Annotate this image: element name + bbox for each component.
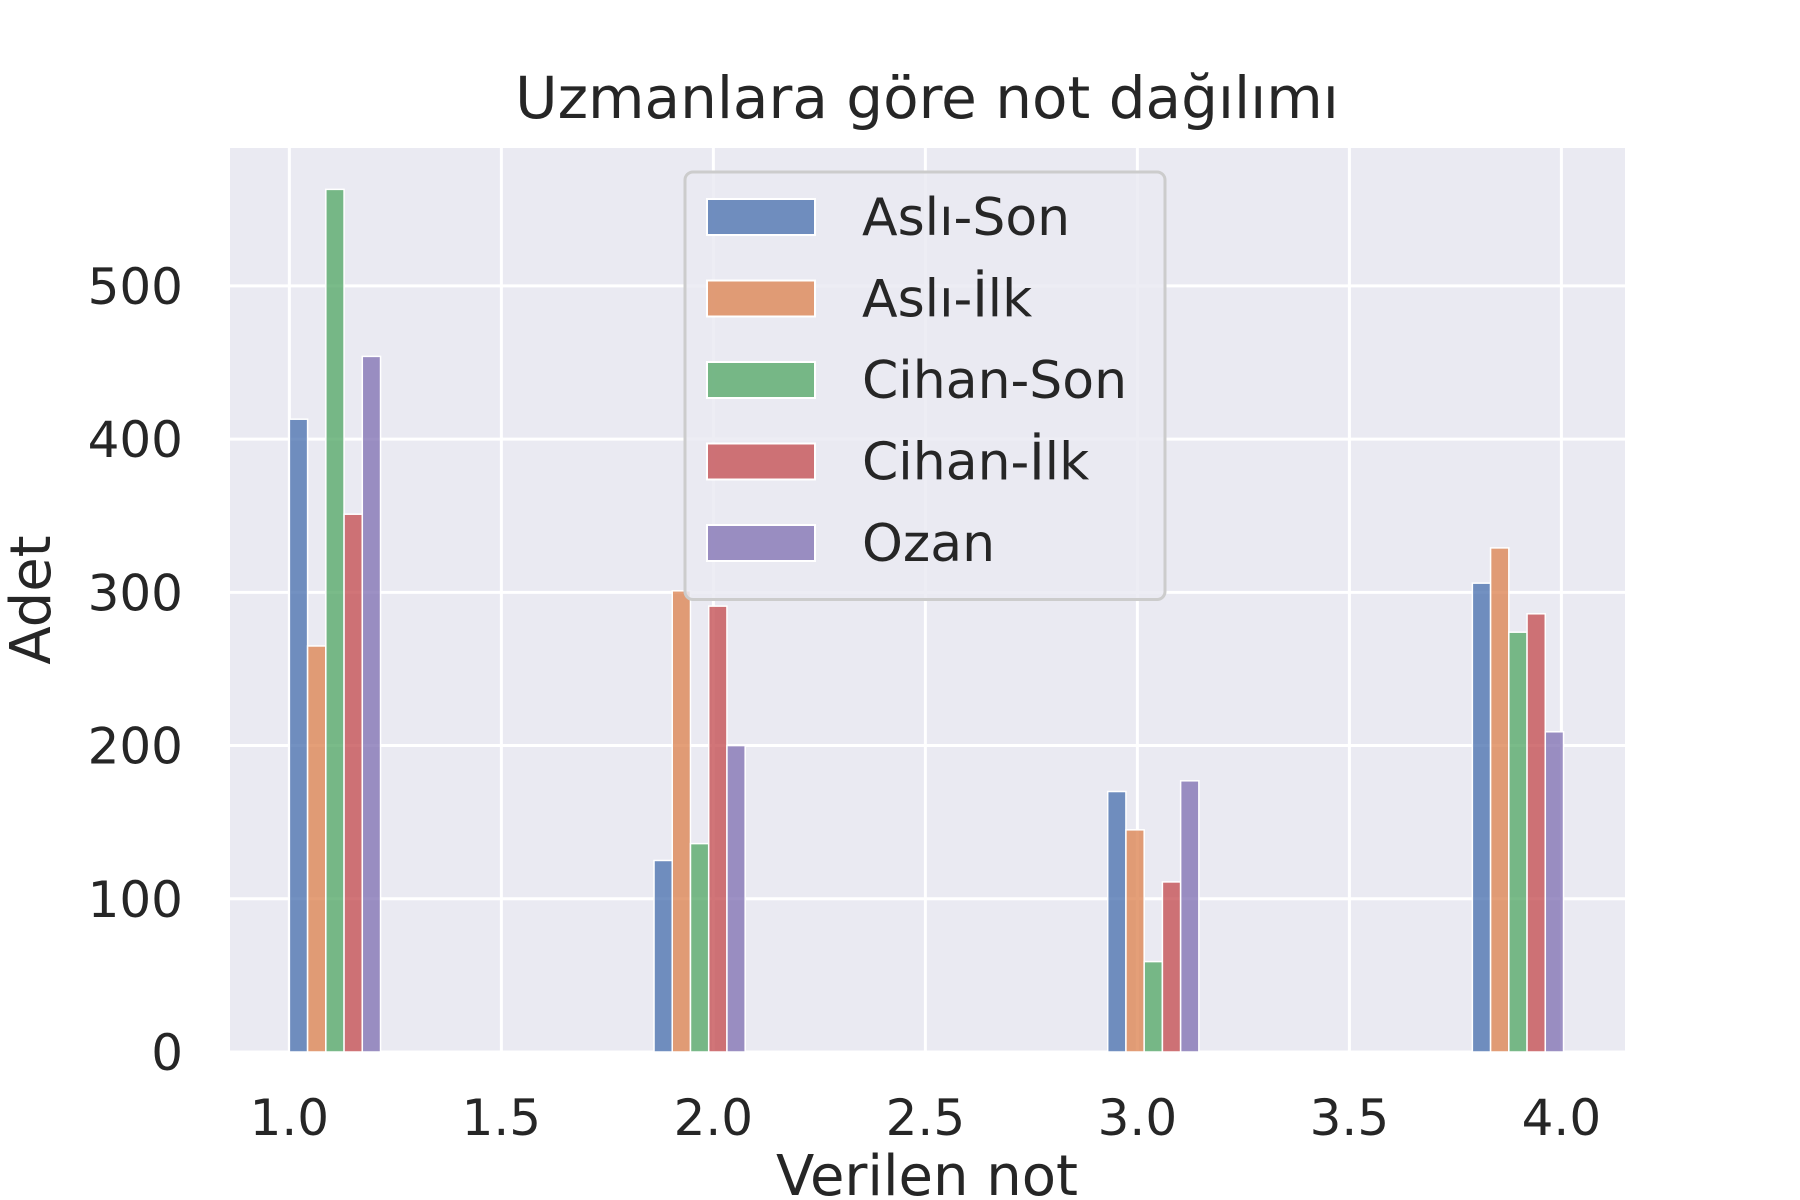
bar-aslı-son-2	[653, 859, 673, 1053]
bar-aslı-son-1	[288, 418, 309, 1053]
legend-swatch	[706, 524, 816, 562]
legend-swatch	[706, 442, 816, 481]
y-tick-labels: 0 100 200 300 400 500	[88, 258, 183, 1082]
bar-aslı-son-3	[1106, 790, 1127, 1053]
y-axis-label: Adet	[0, 535, 64, 664]
legend-label: Aslı-İlk	[862, 269, 1032, 330]
legend-frame	[683, 170, 1167, 601]
y-tick-label: 300	[88, 564, 183, 622]
y-tick-label: 400	[88, 411, 183, 469]
bar-cihan-i-lk-2	[707, 605, 728, 1053]
bar-ozan-3	[1179, 780, 1200, 1053]
y-tick-label: 500	[88, 258, 183, 316]
bars	[288, 188, 1565, 1053]
bar-ozan-4	[1544, 731, 1565, 1053]
bar-aslı-i-lk-3	[1125, 829, 1145, 1053]
x-tick-label: 3.5	[1310, 1089, 1390, 1147]
x-tick-label: 3.0	[1098, 1089, 1178, 1147]
legend: Aslı-Son Aslı-İlk Cihan-Son Cihan-İlk Ozan	[683, 170, 1167, 601]
x-tick-label: 4.0	[1522, 1089, 1602, 1147]
bar-ozan-1	[361, 355, 382, 1053]
bar-cihan-son-2	[689, 842, 710, 1053]
bar-aslı-i-lk-2	[671, 590, 692, 1053]
legend-swatch	[706, 198, 816, 236]
x-tick-labels: 1.0 1.5 2.0 2.5 3.0 3.5 4.0	[250, 1089, 1602, 1147]
legend-swatch	[706, 361, 816, 399]
legend-swatch	[706, 279, 816, 318]
x-tick-label: 2.5	[886, 1089, 966, 1147]
chart-title: Uzmanlara göre not dağılımı	[515, 64, 1339, 132]
bar-cihan-i-lk-4	[1526, 613, 1547, 1053]
bar-cihan-son-1	[325, 188, 345, 1053]
bar-cihan-i-lk-1	[343, 513, 364, 1053]
x-tick-label: 1.5	[462, 1089, 542, 1147]
y-tick-label: 0	[151, 1024, 183, 1082]
x-tick-label: 1.0	[250, 1089, 330, 1147]
bar-aslı-i-lk-4	[1489, 547, 1510, 1053]
bar-ozan-2	[726, 744, 746, 1053]
legend-label: Ozan	[862, 514, 995, 574]
legend-label: Aslı-Son	[862, 188, 1070, 248]
x-tick-label: 2.0	[674, 1089, 754, 1147]
legend-label: Cihan-Son	[862, 351, 1127, 411]
bar-cihan-son-3	[1143, 960, 1164, 1053]
bar-cihan-i-lk-3	[1161, 881, 1182, 1053]
y-tick-label: 100	[88, 871, 183, 929]
y-tick-label: 200	[88, 718, 183, 776]
bar-aslı-son-4	[1471, 582, 1492, 1053]
bar-cihan-son-4	[1508, 631, 1528, 1053]
legend-label: Cihan-İlk	[862, 432, 1089, 493]
x-axis-label: Verilen not	[776, 1144, 1078, 1200]
bar-aslı-i-lk-1	[306, 645, 327, 1053]
